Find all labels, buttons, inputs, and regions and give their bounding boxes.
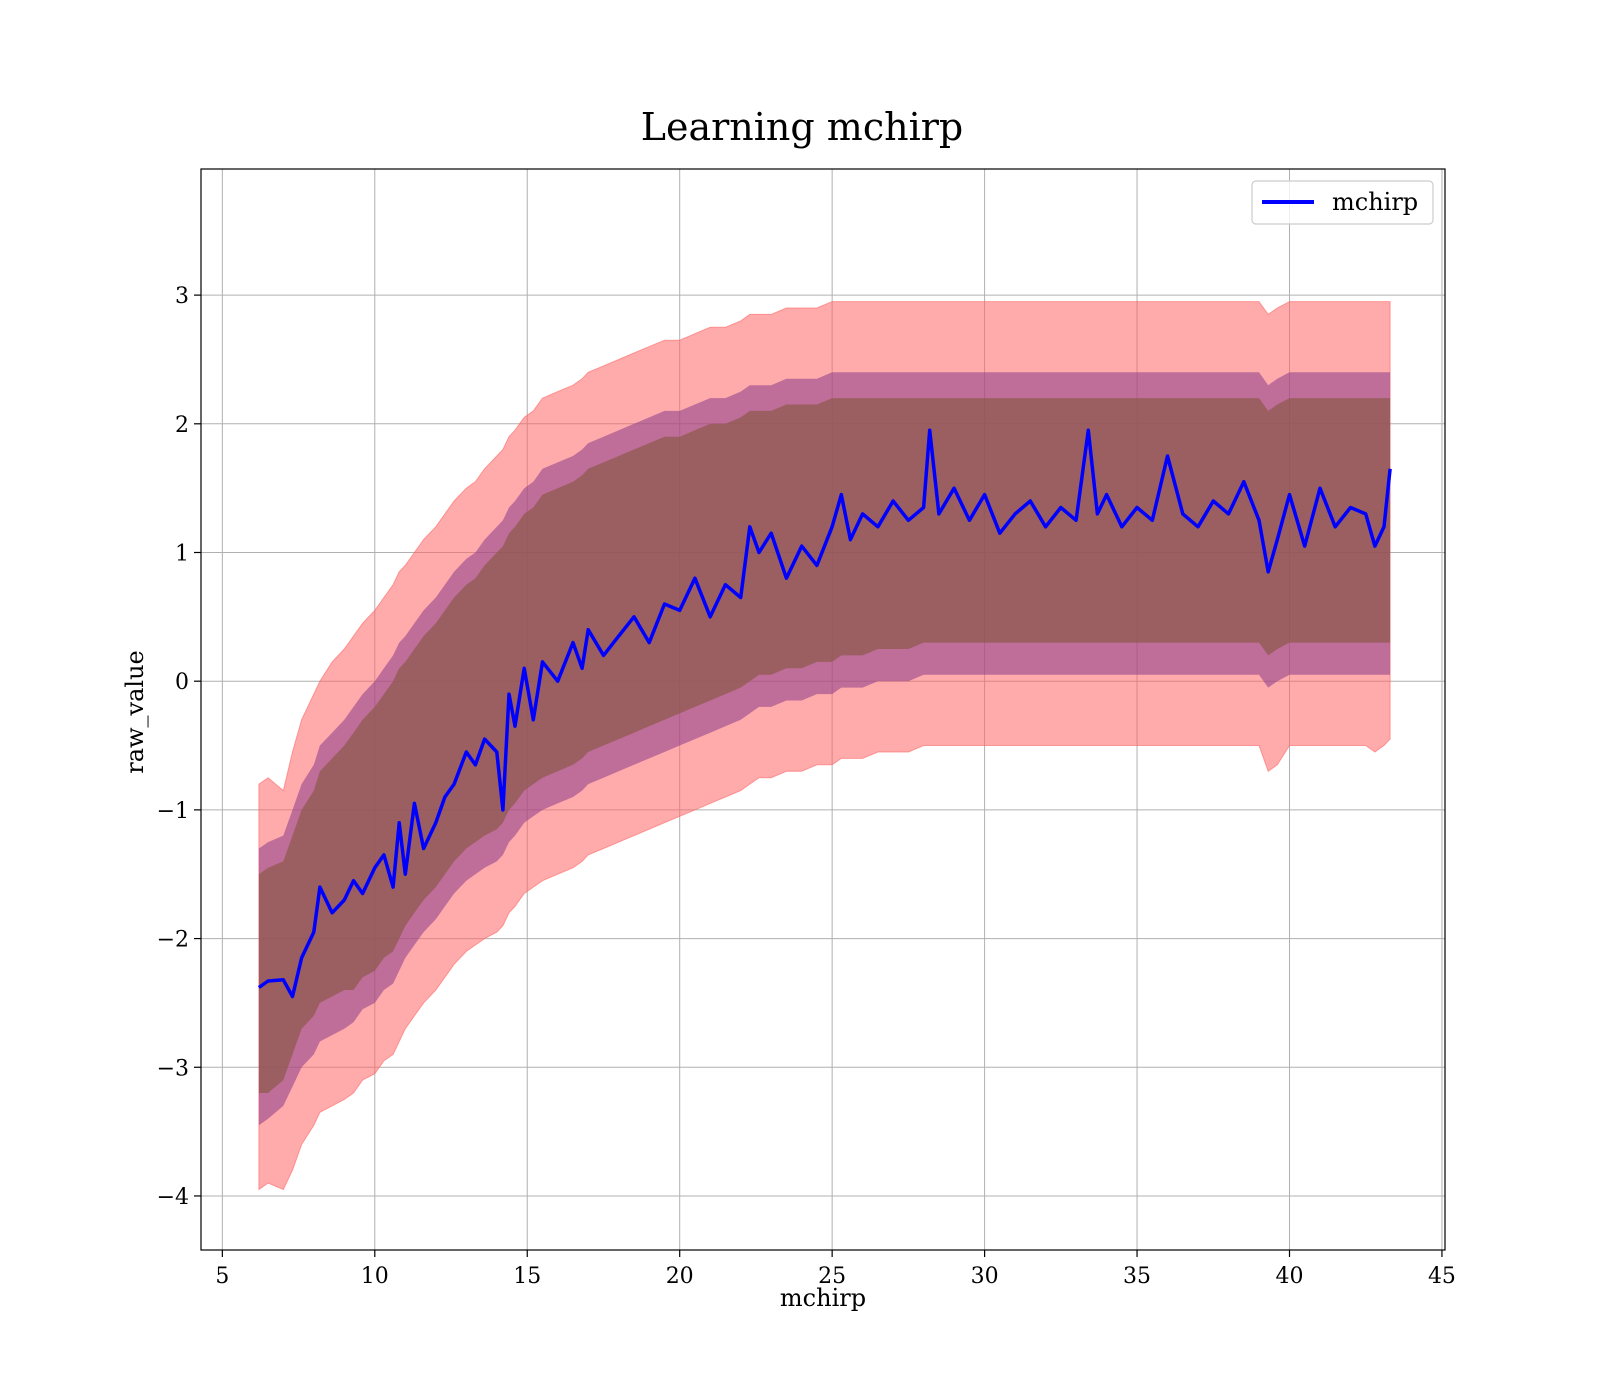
y-tick-label: 3 [175,284,189,309]
x-tick-label: 5 [215,1264,229,1289]
y-tick-label: −1 [157,799,189,824]
x-tick-label: 15 [513,1264,541,1289]
y-tick-label: −2 [157,928,189,953]
x-axis-label: mchirp [780,1284,866,1312]
x-tick-label: 25 [818,1264,846,1289]
x-tick-label: 40 [1276,1264,1304,1289]
axis-ticks: 5 10 15 20 25 30 35 40 45 −4 −3 −2 −1 0 1 2 3 [157,284,1456,1289]
y-tick-label: −3 [157,1056,189,1081]
x-tick-label: 35 [1123,1264,1151,1289]
legend-label-mchirp: mchirp [1332,188,1418,216]
plot-frame [200,168,1446,1251]
x-tick-label: 20 [666,1264,694,1289]
chart-title: Learning mchirp [641,105,963,149]
x-tick-label: 10 [361,1264,389,1289]
legend-box [1251,180,1434,225]
legend: mchirp [1251,180,1434,225]
x-tick-label: 30 [971,1264,999,1289]
band-inner [258,398,1391,1094]
y-tick-label: 0 [175,670,189,695]
y-axis-label: raw_value [121,650,149,774]
y-tick-label: 2 [175,413,189,438]
series-line-mchirp [257,428,1392,999]
confidence-bands [258,301,1391,1191]
y-tick-label: −4 [157,1185,189,1210]
y-tick-label: 1 [175,541,189,566]
x-tick-label: 45 [1428,1264,1456,1289]
series-lines [257,428,1392,999]
